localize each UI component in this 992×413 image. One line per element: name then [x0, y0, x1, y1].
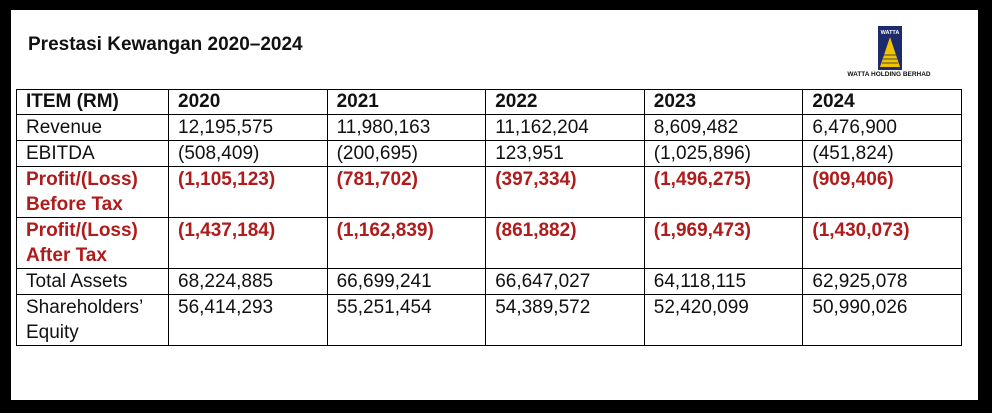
row-profit-after-tax: Profit/(Loss) After Tax (1,437,184) (1,16… [16, 217, 962, 269]
header-item: ITEM (RM) [16, 89, 169, 115]
table-cell: 50,990,026 [802, 294, 962, 346]
row-profit-before-tax: Profit/(Loss) Before Tax (1,105,123) (781… [16, 166, 962, 218]
table-cell: 56,414,293 [168, 294, 328, 346]
row-label: Revenue [16, 114, 169, 141]
table-cell: 68,224,885 [168, 268, 328, 295]
header-2021: 2021 [326, 89, 487, 115]
table-cell: 64,118,115 [643, 268, 804, 295]
table-cell: 66,647,027 [485, 268, 645, 295]
table-cell: (909,406) [802, 166, 962, 218]
table-cell: (1,496,275) [643, 166, 804, 218]
table-cell: 12,195,575 [168, 114, 328, 141]
table-cell: (781,702) [326, 166, 487, 218]
page-title: Prestasi Kewangan 2020–2024 [28, 34, 303, 55]
watta-logo-icon: WATTA [878, 26, 902, 70]
table-cell: 55,251,454 [326, 294, 487, 346]
row-shareholders-equity: Shareholders’ Equity 56,414,293 55,251,45… [16, 294, 962, 346]
table-cell: (451,824) [802, 140, 962, 167]
row-total-assets: Total Assets 68,224,885 66,699,241 66,64… [16, 268, 962, 295]
table-cell: (1,025,896) [643, 140, 804, 167]
table-cell: 62,925,078 [802, 268, 962, 295]
table-cell: (200,695) [326, 140, 487, 167]
table-cell: (397,334) [485, 166, 645, 218]
header-2020: 2020 [168, 89, 328, 115]
slide-panel: Prestasi Kewangan 2020–2024 WATTA WATTA … [11, 10, 978, 400]
table-cell: 11,162,204 [485, 114, 645, 141]
table-cell: 66,699,241 [326, 268, 487, 295]
table-cell: (861,882) [485, 217, 645, 269]
table-cell: (1,162,839) [326, 217, 487, 269]
table-cell: (1,437,184) [168, 217, 328, 269]
row-ebitda: EBITDA (508,409) (200,695) 123,951 (1,02… [16, 140, 962, 167]
row-label: Profit/(Loss) Before Tax [16, 166, 169, 218]
table-cell: 8,609,482 [643, 114, 804, 141]
table-cell: (1,105,123) [168, 166, 328, 218]
financial-table: ITEM (RM) 2020 2021 2022 2023 2024 Reven… [16, 89, 962, 346]
header-2022: 2022 [485, 89, 645, 115]
table-cell: 54,389,572 [485, 294, 645, 346]
row-label: Shareholders’ Equity [16, 294, 169, 346]
logo-badge-text: WATTA [881, 30, 900, 36]
row-revenue: Revenue 12,195,575 11,980,163 11,162,204… [16, 114, 962, 141]
header-2023: 2023 [643, 89, 804, 115]
row-label: Profit/(Loss) After Tax [16, 217, 169, 269]
row-label: Total Assets [16, 268, 169, 295]
company-logo: WATTA WATTA HOLDING BERHAD [829, 26, 949, 82]
table-header-row: ITEM (RM) 2020 2021 2022 2023 2024 [16, 89, 962, 115]
table-cell: 6,476,900 [802, 114, 962, 141]
table-cell: (1,969,473) [643, 217, 804, 269]
header-2024: 2024 [802, 89, 962, 115]
table-cell: 123,951 [485, 140, 645, 167]
table-cell: 52,420,099 [643, 294, 804, 346]
table-cell: (1,430,073) [802, 217, 962, 269]
row-label: EBITDA [16, 140, 169, 167]
logo-company-name: WATTA HOLDING BERHAD [847, 71, 931, 78]
table-cell: (508,409) [168, 140, 328, 167]
table-cell: 11,980,163 [326, 114, 487, 141]
